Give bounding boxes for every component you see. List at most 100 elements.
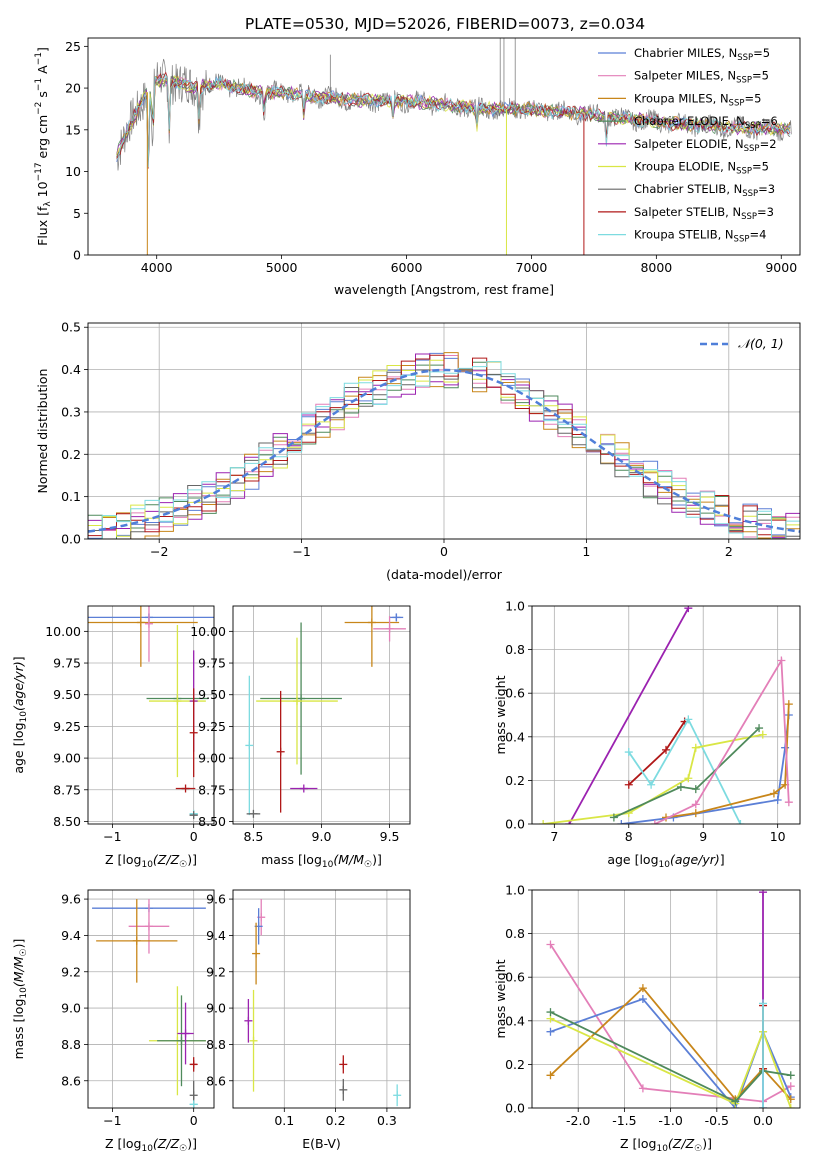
y-tick-label: 9.00 bbox=[53, 751, 81, 766]
legend-sub: SSP bbox=[736, 167, 752, 177]
series-marker bbox=[624, 780, 633, 789]
x-tick-label: 9000 bbox=[765, 260, 797, 275]
axes-frame bbox=[232, 889, 411, 1109]
series-marker bbox=[546, 1071, 555, 1080]
legend-val: =5 bbox=[752, 69, 769, 83]
lbl-sub: ☉ bbox=[364, 860, 372, 870]
y-tick-label: 9.2 bbox=[61, 964, 81, 979]
lbl-sub: ☉ bbox=[179, 860, 187, 870]
series-line bbox=[568, 607, 690, 824]
x-axis-label: E(B-V) bbox=[302, 1136, 341, 1151]
x-tick-label: 9.5 bbox=[380, 829, 400, 844]
y-tick-label: 5 bbox=[73, 206, 81, 221]
x-tick-label: 0.1 bbox=[274, 1113, 294, 1128]
lbl-sub: 10 bbox=[19, 711, 29, 723]
axes-frame bbox=[531, 889, 801, 1109]
x-tick-label: 7 bbox=[550, 829, 558, 844]
y-tick-label: 8.50 bbox=[198, 814, 226, 829]
errorbars bbox=[244, 899, 402, 1107]
y-tick-label: 9.0 bbox=[206, 1001, 226, 1016]
data-point bbox=[246, 809, 261, 818]
panel-spectrum: 4000 5000 6000 7000 8000 9000 0 5 10 15 20 25 Chabri… bbox=[34, 37, 801, 297]
weight-lines bbox=[539, 606, 793, 824]
x-tick-label: -1.5 bbox=[612, 1113, 636, 1128]
y-tick-label: 20 bbox=[65, 81, 81, 96]
x-tick-label: 0.3 bbox=[377, 1113, 397, 1128]
data-point bbox=[157, 995, 206, 1087]
lbl: (Z/Z bbox=[668, 1136, 695, 1151]
series-marker bbox=[650, 820, 659, 824]
data-point bbox=[175, 784, 196, 793]
series-marker bbox=[624, 748, 633, 757]
lbl: )] bbox=[11, 939, 26, 949]
y-tick-label: 0.6 bbox=[505, 686, 525, 701]
histogram-line bbox=[88, 361, 800, 539]
legend-label: Kroupa MILES, NSSP=5 bbox=[634, 91, 761, 108]
legend-label: Chabrier ELODIE, NSSP=6 bbox=[634, 114, 778, 131]
x-tick-label: 9.0 bbox=[312, 829, 332, 844]
series-marker bbox=[786, 1071, 795, 1080]
y-tick-label: 8.6 bbox=[206, 1073, 226, 1088]
y-tick-label: 0.0 bbox=[61, 532, 81, 547]
data-point bbox=[252, 922, 261, 985]
plot-area bbox=[92, 899, 206, 1108]
plot-area bbox=[245, 606, 406, 818]
x-axis-label: mass [log10(M/M☉)] bbox=[261, 852, 382, 870]
panel-age-vs-mass: 8.5 9.0 9.5 8.50 8.75 9.00 9.25 9.50 9.75 10.00 ma… bbox=[190, 605, 411, 870]
data-point bbox=[344, 606, 400, 667]
data-point bbox=[144, 606, 153, 662]
series-marker bbox=[546, 1008, 555, 1017]
series-line bbox=[613, 727, 760, 819]
errorbars bbox=[245, 606, 406, 818]
lbl: (age/yr) bbox=[11, 661, 26, 711]
legend-val: =2 bbox=[760, 137, 777, 151]
lbl: )] bbox=[187, 852, 197, 867]
legend-val: =5 bbox=[752, 160, 769, 174]
y-tick-label: 9.00 bbox=[198, 751, 226, 766]
lbl: (Z/Z bbox=[153, 1136, 180, 1151]
y-axis-label: Normed distribution bbox=[35, 369, 50, 494]
data-point bbox=[189, 811, 198, 820]
data-point bbox=[276, 690, 285, 813]
series-marker bbox=[638, 995, 647, 1003]
legend-val: =5 bbox=[744, 91, 761, 105]
series-marker bbox=[546, 940, 555, 949]
yl: A bbox=[35, 65, 50, 78]
y-tick-label: 8.8 bbox=[206, 1037, 226, 1052]
lbl: mass [log bbox=[261, 852, 322, 867]
plot-area bbox=[539, 606, 793, 824]
series-marker bbox=[784, 700, 793, 709]
legend-val: =3 bbox=[758, 182, 775, 196]
lbl: ] bbox=[11, 656, 26, 661]
x-axis-label: age [log10(age/yr)] bbox=[607, 852, 724, 870]
data-point bbox=[256, 637, 338, 765]
data-point bbox=[389, 613, 404, 622]
x-tick-label: 8 bbox=[625, 829, 633, 844]
lbl: (age/yr) bbox=[670, 852, 720, 867]
x-tick-label: 8.5 bbox=[243, 829, 263, 844]
series-marker bbox=[684, 774, 693, 783]
figure-title: PLATE=0530, MJD=52026, FIBERID=0073, z=0… bbox=[245, 15, 645, 33]
model-line bbox=[116, 74, 791, 168]
series-marker bbox=[736, 820, 745, 824]
series-line bbox=[550, 1011, 791, 1103]
y-tick-label: 0.6 bbox=[505, 970, 525, 985]
legend-label: Kroupa ELODIE, NSSP=5 bbox=[634, 160, 769, 177]
y-axis-label: mass weight bbox=[493, 675, 508, 754]
series-marker bbox=[759, 890, 768, 897]
plot-area bbox=[116, 38, 792, 255]
y-tick-label: 0.4 bbox=[505, 729, 525, 744]
x-tick-label: 4000 bbox=[141, 260, 173, 275]
lbl-sub: 10 bbox=[19, 987, 29, 999]
series-marker bbox=[662, 745, 670, 754]
x-tick-label: 0.2 bbox=[326, 1113, 346, 1128]
x-tick-label: −1 bbox=[103, 1113, 121, 1128]
series-line bbox=[550, 1017, 792, 1108]
plot-area bbox=[88, 352, 800, 539]
axes-frame bbox=[531, 605, 801, 825]
yl: 10 bbox=[35, 181, 50, 201]
legend-label: 𝒩(0, 1) bbox=[738, 336, 784, 351]
plot-area bbox=[546, 890, 795, 1108]
